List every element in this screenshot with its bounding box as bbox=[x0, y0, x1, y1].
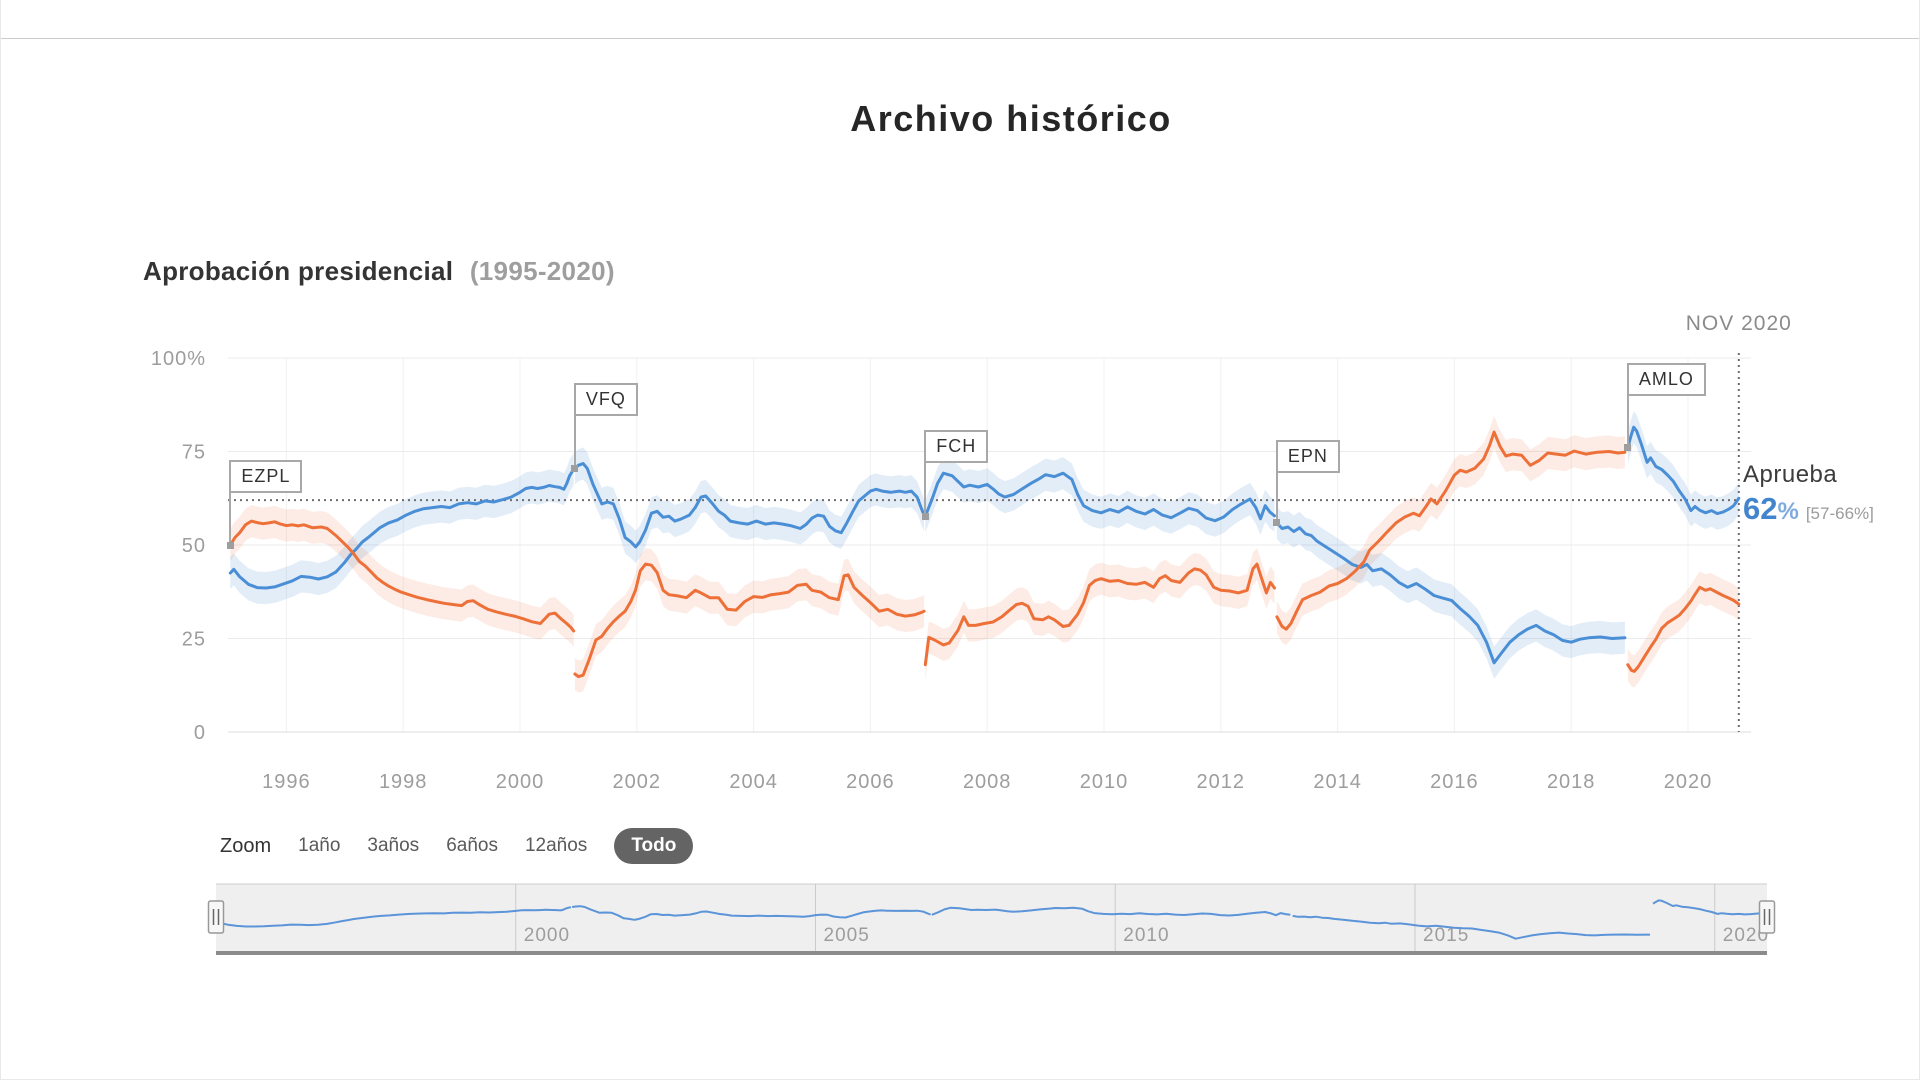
president-flag-ezpl: EZPL bbox=[229, 460, 303, 493]
navigator-left-handle[interactable] bbox=[207, 900, 225, 934]
president-flag-fch: FCH bbox=[924, 430, 989, 463]
navigator-year-label: 2000 bbox=[524, 925, 570, 946]
current-value: 62 bbox=[1743, 491, 1778, 527]
desaprueba-line bbox=[573, 562, 926, 679]
navigator-year-label: 2015 bbox=[1423, 925, 1469, 946]
current-confidence-range: [57-66%] bbox=[1805, 504, 1874, 524]
flag-connector-line bbox=[924, 462, 927, 517]
range-selector: Zoom 1año 3años 6años 12años Todo bbox=[220, 828, 694, 864]
president-flag-epn: EPN bbox=[1275, 440, 1340, 473]
president-flag-vfq: VFQ bbox=[573, 383, 638, 416]
x-axis-label: 2012 bbox=[1197, 771, 1246, 793]
aprueba-line bbox=[923, 471, 1276, 523]
current-percent-sign: % bbox=[1777, 498, 1799, 526]
navigator-line bbox=[931, 906, 1291, 917]
y-axis-label: 25 bbox=[182, 629, 206, 651]
flag-connector-line bbox=[229, 492, 232, 545]
x-axis-label: 2004 bbox=[729, 771, 778, 793]
page-title: Archivo histórico bbox=[850, 98, 1172, 139]
flag-connector-line bbox=[1626, 395, 1629, 448]
range-button-12yr[interactable]: 12años bbox=[524, 835, 588, 856]
flag-connector-line bbox=[1275, 472, 1278, 523]
x-axis-label: 2018 bbox=[1547, 771, 1596, 793]
flag-anchor-marker bbox=[571, 464, 579, 472]
navigator-line bbox=[571, 905, 931, 921]
aprueba-line bbox=[228, 467, 576, 590]
y-axis-label: 0 bbox=[194, 722, 206, 744]
x-axis-label: 2020 bbox=[1664, 771, 1713, 793]
flag-connector-line bbox=[573, 415, 576, 469]
current-series-label: Aprueba bbox=[1743, 461, 1838, 488]
president-flag-amlo: AMLO bbox=[1626, 363, 1706, 396]
aprueba-line bbox=[573, 462, 926, 549]
x-axis-label: 2014 bbox=[1313, 771, 1362, 793]
desaprueba-confidence-band bbox=[1627, 571, 1739, 688]
navigator-line bbox=[1652, 899, 1768, 916]
desaprueba-line bbox=[1275, 430, 1627, 631]
x-axis-label: 2000 bbox=[496, 771, 545, 793]
range-button-1yr[interactable]: 1año bbox=[298, 835, 341, 856]
aprueba-confidence-band bbox=[574, 447, 925, 563]
aprueba-line bbox=[1626, 425, 1741, 516]
x-axis-label: 1996 bbox=[262, 771, 311, 793]
current-value-block: Aprueba 62% [57-66%] bbox=[1743, 461, 1874, 527]
chart-title-main: Aprobación presidencial bbox=[143, 256, 454, 286]
x-axis-label: 2002 bbox=[613, 771, 662, 793]
desaprueba-confidence-band bbox=[925, 548, 1275, 681]
x-axis-label: 2006 bbox=[846, 771, 895, 793]
desaprueba-confidence-band bbox=[574, 548, 925, 693]
aprueba-confidence-band bbox=[925, 457, 1275, 537]
desaprueba-line bbox=[1626, 585, 1741, 673]
navigator-year-label: 2020 bbox=[1723, 925, 1769, 946]
desaprueba-confidence-band bbox=[230, 505, 574, 648]
range-button-all[interactable]: Todo bbox=[614, 828, 694, 864]
flag-anchor-marker bbox=[1624, 444, 1632, 452]
y-axis-label: 100% bbox=[151, 348, 206, 370]
x-axis-label: 1998 bbox=[379, 771, 428, 793]
top-divider bbox=[1, 38, 1919, 39]
navigator-scrollbar[interactable] bbox=[216, 951, 1767, 955]
range-button-6yr[interactable]: 6años bbox=[446, 835, 498, 856]
chart-title: Aprobación presidencial (1995-2020) bbox=[143, 256, 615, 287]
current-date-label: NOV 2020 bbox=[1685, 312, 1792, 335]
flag-anchor-marker bbox=[921, 512, 929, 520]
y-axis-label: 50 bbox=[182, 535, 206, 557]
desaprueba-line bbox=[228, 519, 576, 633]
x-axis-label: 2010 bbox=[1080, 771, 1129, 793]
flag-anchor-marker bbox=[1273, 519, 1281, 527]
navigator-line bbox=[218, 906, 572, 928]
navigator-area[interactable] bbox=[216, 884, 1767, 951]
flag-anchor-marker bbox=[226, 541, 234, 549]
chart-title-period: (1995-2020) bbox=[469, 256, 615, 286]
range-button-3yr[interactable]: 3años bbox=[367, 835, 420, 856]
zoom-label: Zoom bbox=[220, 834, 272, 857]
navigator-right-handle[interactable] bbox=[1758, 900, 1776, 934]
aprueba-confidence-band bbox=[1276, 506, 1625, 679]
aprueba-confidence-band bbox=[230, 453, 574, 605]
desaprueba-line bbox=[923, 562, 1276, 667]
navigator-line bbox=[1292, 914, 1651, 940]
x-axis-label: 2008 bbox=[963, 771, 1012, 793]
y-axis-label: 75 bbox=[182, 442, 206, 464]
desaprueba-confidence-band bbox=[1276, 416, 1625, 646]
aprueba-line bbox=[1275, 521, 1627, 665]
x-axis-label: 2016 bbox=[1430, 771, 1479, 793]
navigator-year-label: 2010 bbox=[1123, 925, 1169, 946]
navigator-year-label: 2005 bbox=[824, 925, 870, 946]
